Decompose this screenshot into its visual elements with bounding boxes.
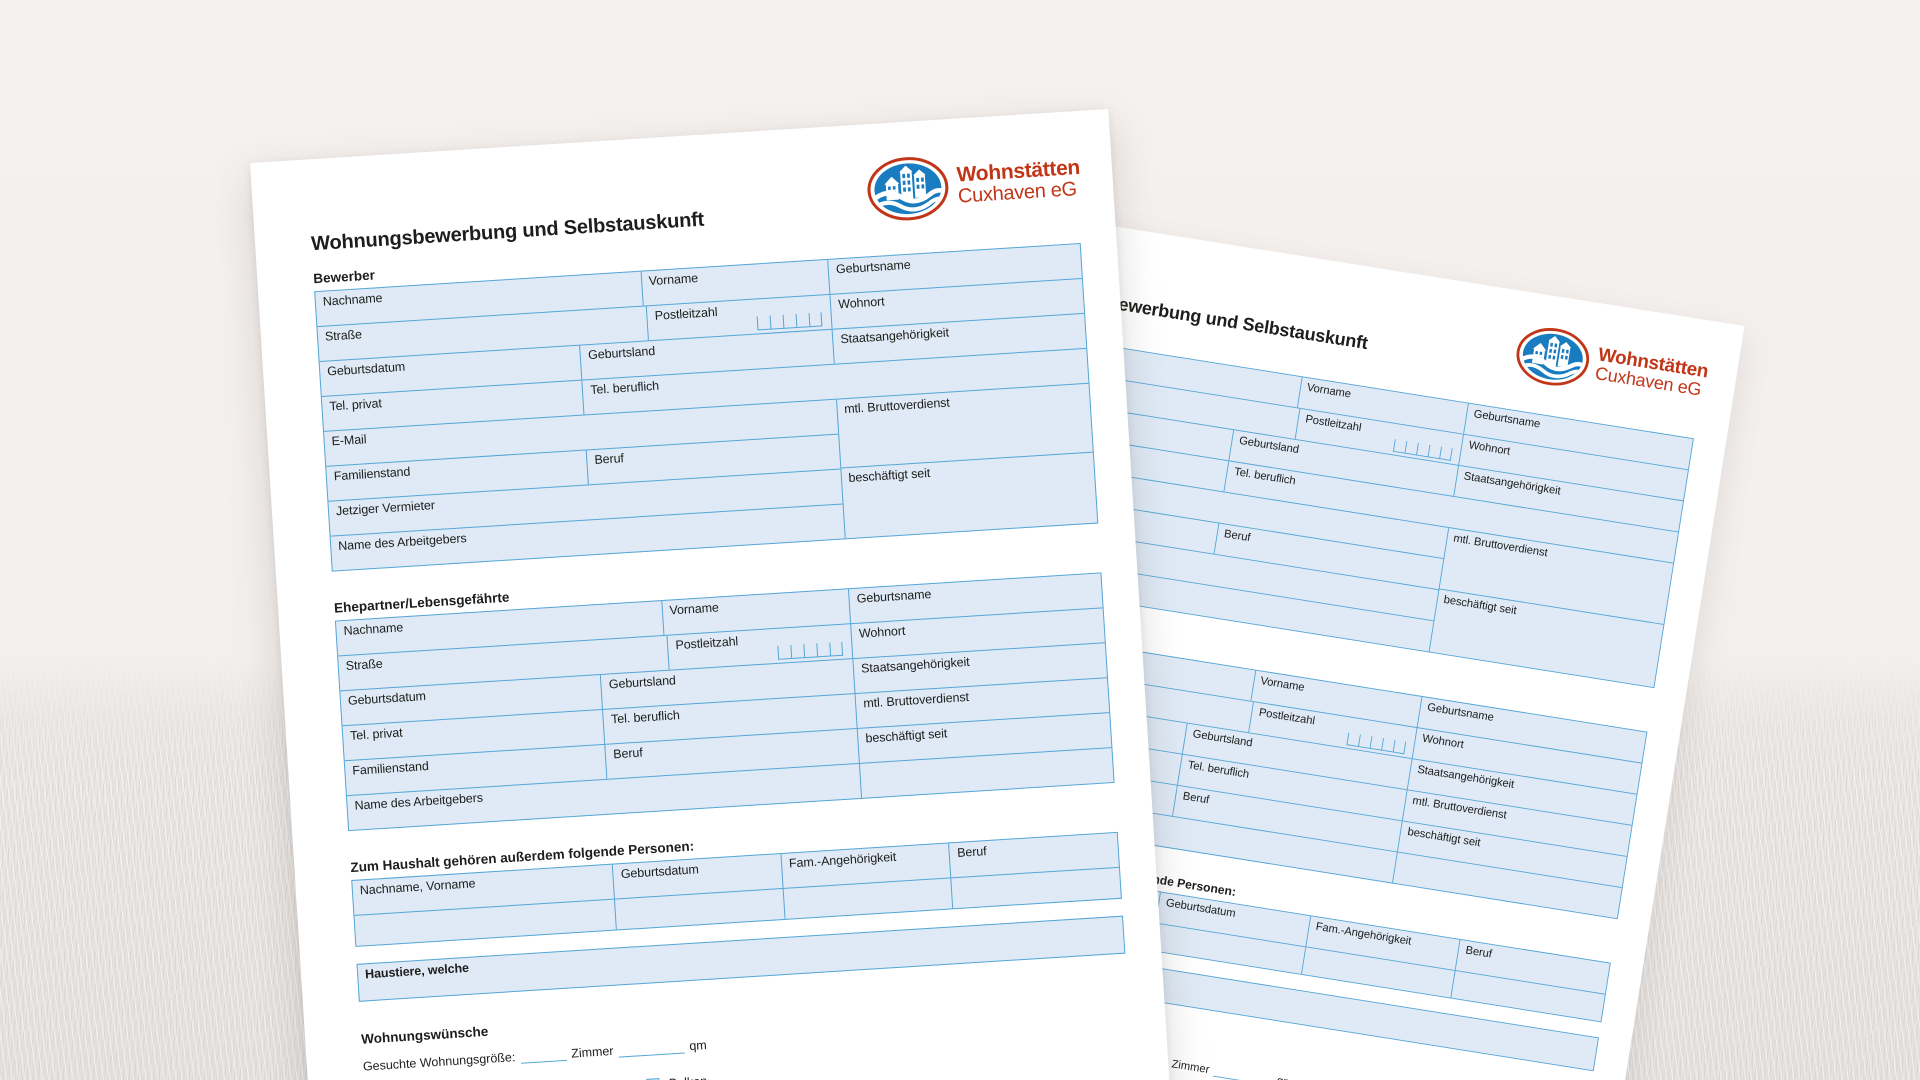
field-label: Name des Arbeitgebers	[337, 531, 467, 554]
field-label: Straße	[324, 327, 363, 344]
field-label: Geburtsland	[587, 343, 656, 363]
zimmer-label: Zimmer	[1170, 1057, 1211, 1076]
field-label: Beruf	[1223, 527, 1252, 544]
form-sheet: Wohnstätten Cuxhaven eG Wohnungsbewerbun…	[783, 205, 1745, 1080]
wohnungsgroesse-label: Gesuchte Wohnungsgröße:	[362, 1050, 516, 1074]
field-label: Nachname	[343, 620, 404, 639]
field-label: Name des Arbeitgebers	[354, 790, 484, 813]
field-label: Wohnort	[858, 623, 906, 641]
column-label: Fam.-Angehörigkeit	[788, 849, 897, 871]
column-label: Geburtsdatum	[620, 862, 700, 882]
field-label: Staatsangehörigkeit	[839, 325, 950, 347]
form-page-back: Wohnstätten Cuxhaven eG Wohnungsbewerbun…	[782, 205, 1745, 1080]
form-title: Wohnungsbewerbung und Selbstauskunft	[310, 208, 705, 256]
field-label: Familienstand	[351, 758, 430, 778]
plz-digit-boxes	[777, 641, 844, 660]
balkon-label: Balkon	[669, 1074, 708, 1080]
bewerber-table: Nachname Vorname Geburtsname Straße Post…	[314, 243, 1099, 572]
plz-digit-boxes	[756, 312, 823, 331]
field-label: Nachname	[322, 290, 383, 309]
field-label: Geburtsdatum	[347, 689, 427, 708]
ehepartner-table: Nachname Vorname Geburtsname Straße Post…	[334, 572, 1115, 832]
wohnstaetten-logo-icon	[866, 157, 948, 221]
field-label: Geburtsdatum	[326, 359, 406, 379]
fill-in-line	[618, 1041, 685, 1058]
fill-in-line	[1212, 1065, 1274, 1080]
field-label: Wohnort	[837, 294, 885, 312]
field-label: mtl. Bruttoverdienst	[843, 395, 951, 417]
field-label: Jetziger Vermieter	[335, 498, 436, 519]
column-label: Nachname, Vorname	[359, 876, 476, 898]
field-label: Postleitzahl	[654, 304, 718, 323]
field-label: Geburtsname	[856, 587, 932, 606]
field-label: Familienstand	[333, 464, 411, 484]
field-label: beschäftigt seit	[848, 465, 931, 486]
field-beschaeftigt-seit: beschäftigt seit	[840, 451, 1098, 536]
field-label: Tel. beruflich	[610, 708, 681, 727]
field-label: Geburtsname	[1472, 407, 1542, 431]
column-label: Beruf	[956, 844, 987, 860]
field-label: Vorname	[648, 271, 699, 289]
split-right-column: mtl. Bruttoverdienst beschäftigt seit	[835, 383, 1098, 539]
wohnstaetten-logo-icon	[1516, 328, 1589, 386]
field-label: Wohnort	[1421, 731, 1465, 751]
field-label: Tel. privat	[329, 396, 383, 414]
field-label: Geburtsname	[835, 257, 911, 277]
field-label: Geburtsname	[1426, 700, 1495, 724]
field-label: Vorname	[669, 600, 720, 618]
field-label: Beruf	[612, 745, 644, 762]
fill-in-line	[519, 1048, 567, 1064]
geschoss-balkon-line: schoss, Balkon	[365, 1074, 708, 1080]
qm-label: qm	[1276, 1074, 1293, 1080]
field-label: Geburtsland	[608, 673, 677, 692]
section-heading-bewerber: Bewerber	[312, 267, 376, 287]
field-label: Haustiere, welche	[364, 960, 470, 982]
zimmer-label: Zimmer	[570, 1043, 614, 1061]
form-page-front: Wohnstätten Cuxhaven eG Wohnungsbewerbun…	[250, 109, 1197, 1080]
field-label: Postleitzahl	[675, 634, 739, 653]
field-label: Straße	[345, 656, 384, 673]
field-label: E-Mail	[331, 432, 367, 449]
section-heading-wohnungswuensche: Wohnungswünsche	[360, 1023, 489, 1047]
field-label: mtl. Bruttoverdienst	[862, 689, 970, 711]
field-label: Wohnort	[1467, 438, 1512, 458]
field-label: Beruf	[1181, 789, 1211, 807]
field-label: Staatsangehörigkeit	[860, 654, 970, 676]
wohnstaetten-logo: Wohnstätten Cuxhaven eG	[1511, 322, 1711, 411]
field-label: Tel. privat	[349, 725, 403, 743]
qm-label: qm	[688, 1038, 708, 1054]
column-label: Fam.-Angehörigkeit	[1314, 919, 1413, 948]
field-label: Tel. beruflich	[589, 378, 660, 398]
field-label: beschäftigt seit	[865, 726, 948, 746]
field-label: Vorname	[1259, 674, 1306, 694]
field-label: Beruf	[594, 451, 625, 467]
wohnstaetten-logo: Wohnstätten Cuxhaven eG	[864, 145, 1082, 224]
form-sheet: Wohnstätten Cuxhaven eG Wohnungsbewerbun…	[250, 109, 1196, 1080]
column-label: Beruf	[1464, 943, 1493, 961]
field-label: Vorname	[1306, 380, 1352, 401]
column-label: Geburtsdatum	[1165, 896, 1237, 920]
